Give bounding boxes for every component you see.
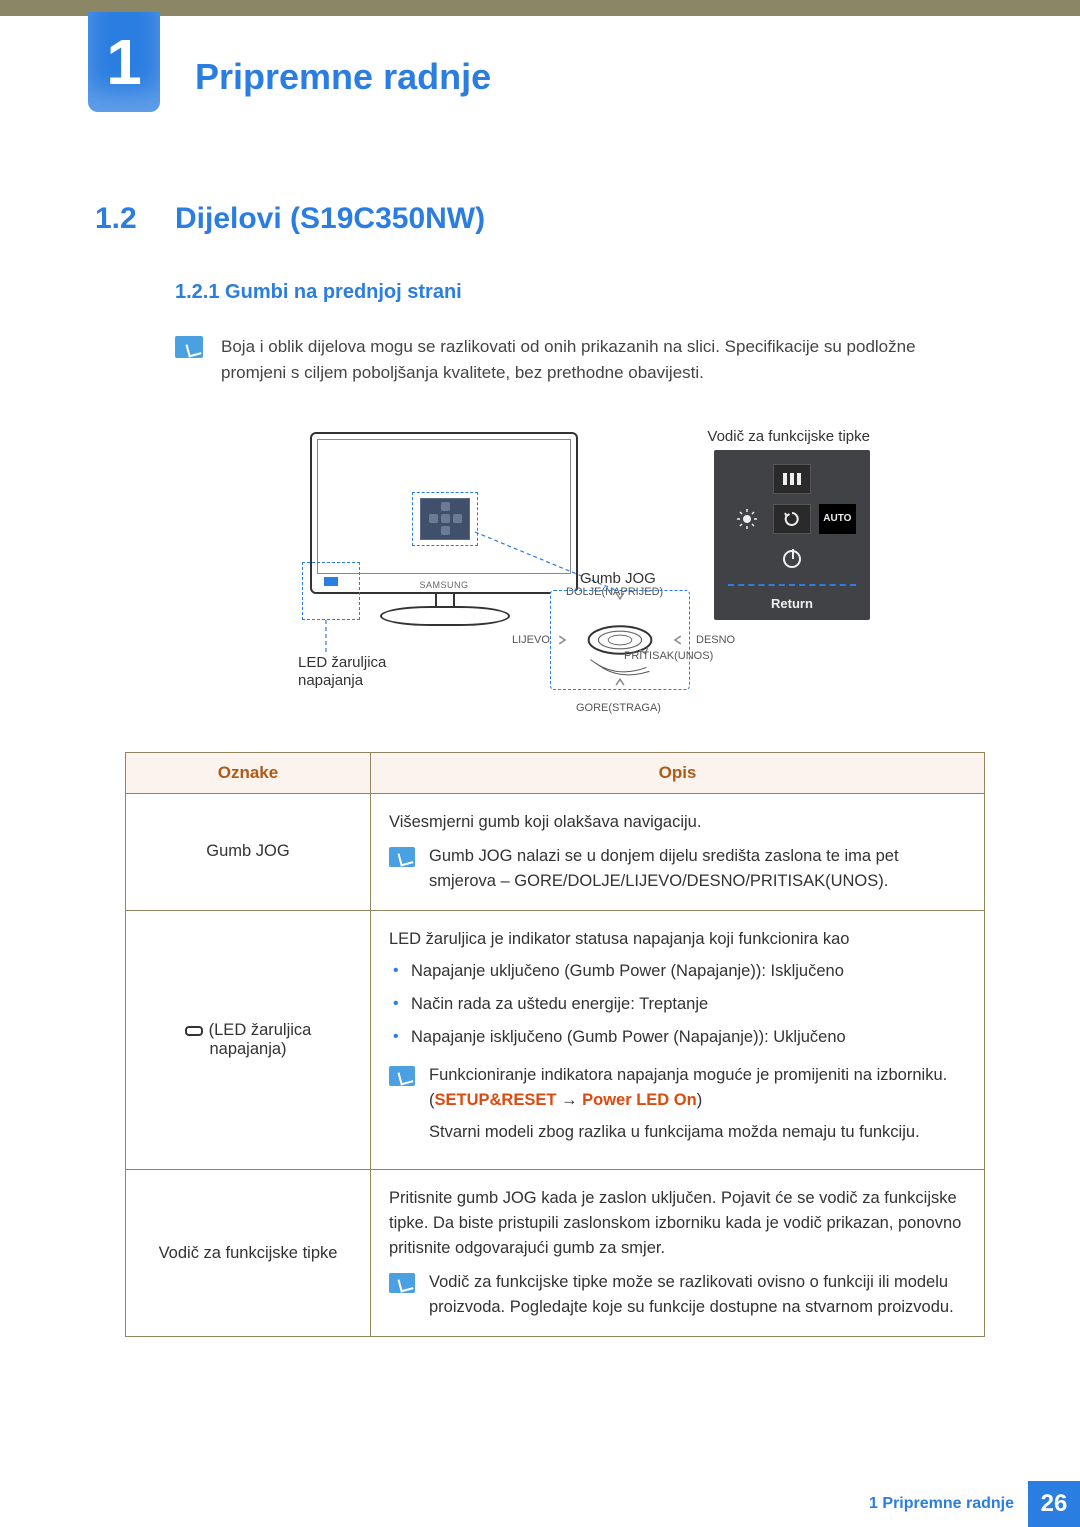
page-number: 26 [1028, 1481, 1080, 1527]
guide-return-icon [773, 504, 810, 534]
controls-table: Oznake Opis Gumb JOG Višesmjerni gumb ko… [125, 752, 985, 1337]
row1-intro: Višesmjerni gumb koji olakšava navigacij… [389, 810, 966, 835]
auto-label: AUTO [823, 513, 851, 524]
section-title: Dijelovi (S19C350NW) [175, 202, 485, 236]
guide-dash-divider [728, 584, 856, 586]
guide-title: Vodič za funkcijske tipke [707, 428, 870, 445]
chapter-title: Pripremne radnje [195, 56, 491, 98]
jog-label: Gumb JOG [580, 570, 656, 587]
guide-return-label: Return [728, 596, 856, 611]
setup-text: SETUP&RESET [435, 1091, 557, 1109]
row3-desc: Pritisnite gumb JOG kada je zaslon uklju… [371, 1170, 985, 1337]
note-icon [389, 1066, 415, 1086]
row1-label: Gumb JOG [126, 793, 371, 910]
jog-zoom-svg [551, 591, 689, 689]
row2-intro: LED žaruljica je indikator statusa napaj… [389, 927, 966, 952]
table-row: Vodič za funkcijske tipke Pritisnite gum… [126, 1170, 985, 1337]
chapter-number: 1 [106, 30, 142, 94]
table-row: (LED žaruljica napajanja) LED žaruljica … [126, 910, 985, 1169]
jog-zoom-box [550, 590, 690, 690]
jog-callout-box [412, 492, 478, 546]
note-icon [389, 1273, 415, 1293]
pritisak-label: PRITISAK(UNOS) [624, 650, 713, 662]
row2-tail: Stvarni modeli zbog razlika u funkcijama… [429, 1120, 966, 1145]
lijevo-label: LIJEVO [512, 634, 550, 646]
list-item: Napajanje uključeno (Gumb Power (Napajan… [389, 960, 966, 983]
intro-note-text: Boja i oblik dijelova mogu se razlikovat… [221, 334, 985, 387]
top-accent-bar [0, 0, 1080, 16]
led-indicator-icon [185, 1026, 203, 1036]
chapter-number-badge: 1 [88, 12, 160, 112]
table-row: Gumb JOG Višesmjerni gumb koji olakšava … [126, 793, 985, 910]
led-label-l2: napajanja [298, 672, 363, 689]
led-callout-box [302, 562, 360, 620]
guide-menu-icon [773, 464, 811, 494]
guide-brightness-icon [728, 504, 765, 534]
row3-intro: Pritisnite gumb JOG kada je zaslon uklju… [389, 1186, 966, 1260]
note-icon [175, 336, 203, 358]
desno-label: DESNO [696, 634, 735, 646]
stand-base [380, 606, 510, 626]
row2-label: (LED žaruljica napajanja) [126, 910, 371, 1169]
led-indicator [324, 577, 338, 586]
subsection-heading: 1.2.1 Gumbi na prednjoj strani [175, 281, 985, 304]
chapter-header: 1 Pripremne radnje [0, 16, 1080, 112]
arrow: → [556, 1091, 582, 1109]
page-content: 1.2 Dijelovi (S19C350NW) 1.2.1 Gumbi na … [0, 112, 1080, 1337]
page-footer: 1 Pripremne radnje 26 [869, 1481, 1080, 1527]
row3-label: Vodič za funkcijske tipke [126, 1170, 371, 1337]
section-heading: 1.2 Dijelovi (S19C350NW) [95, 202, 985, 236]
row1-note-text: Gumb JOG nalazi se u donjem dijelu sredi… [429, 844, 966, 894]
row3-note: Vodič za funkcijske tipke može se razlik… [389, 1270, 966, 1320]
row2-label-text: (LED žaruljica napajanja) [209, 1021, 312, 1058]
led-label-l1: LED žaruljica [298, 654, 386, 671]
function-key-guide-panel: AUTO Return [714, 450, 870, 620]
th-oznake: Oznake [126, 752, 371, 793]
row2-note-text: Funkcioniranje indikatora napajanja mogu… [429, 1063, 966, 1153]
list-item: Napajanje isključeno (Gumb Power (Napaja… [389, 1026, 966, 1049]
footer-chapter-label: 1 Pripremne radnje [869, 1495, 1014, 1513]
brand-text: SAMSUNG [419, 580, 468, 590]
dolje-label: DOLJE(NAPRIJED) [566, 586, 663, 598]
gore-label: GORE(STRAGA) [576, 702, 661, 714]
row2-note: Funkcioniranje indikatora napajanja mogu… [389, 1063, 966, 1153]
row1-note: Gumb JOG nalazi se u donjem dijelu sredi… [389, 844, 966, 894]
product-diagram: SAMSUNG LED žaruljica napajanja [210, 422, 870, 712]
row3-note-text: Vodič za funkcijske tipke može se razlik… [429, 1270, 966, 1320]
intro-note: Boja i oblik dijelova mogu se razlikovat… [175, 334, 985, 387]
th-opis: Opis [371, 752, 985, 793]
section-number: 1.2 [95, 202, 175, 236]
guide-auto-button: AUTO [819, 504, 856, 534]
note-icon [389, 847, 415, 867]
row2-bullet-list: Napajanje uključeno (Gumb Power (Napajan… [389, 960, 966, 1049]
power-led-text: Power LED On [582, 1091, 697, 1109]
row1-desc: Višesmjerni gumb koji olakšava navigacij… [371, 793, 985, 910]
row2-desc: LED žaruljica je indikator statusa napaj… [371, 910, 985, 1169]
guide-power-icon [773, 544, 811, 574]
list-item: Način rada za uštedu energije: Treptanje [389, 993, 966, 1016]
row2-note-post: ) [697, 1091, 703, 1109]
